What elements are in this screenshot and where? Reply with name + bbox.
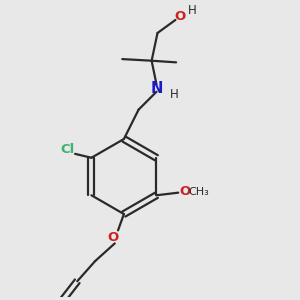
Text: O: O xyxy=(174,10,185,22)
Text: N: N xyxy=(150,81,163,96)
Text: O: O xyxy=(179,185,190,198)
Text: CH₃: CH₃ xyxy=(189,187,209,197)
Text: O: O xyxy=(108,231,119,244)
Text: Cl: Cl xyxy=(61,143,75,156)
Text: H: H xyxy=(188,4,196,17)
Text: H: H xyxy=(170,88,179,101)
